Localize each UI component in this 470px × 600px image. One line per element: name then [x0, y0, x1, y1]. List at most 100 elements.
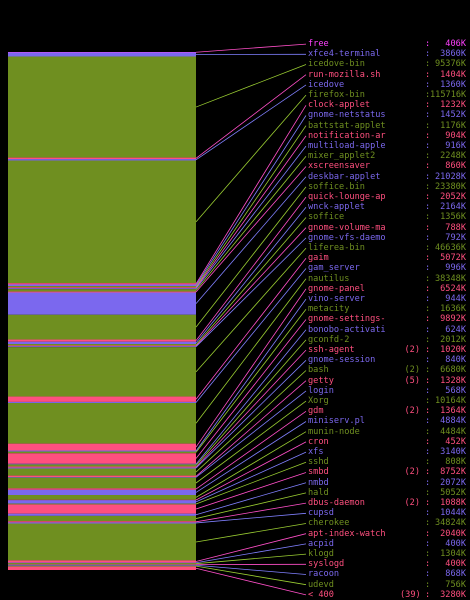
- process-row: metacity:1636K: [0, 304, 470, 314]
- process-name: liferea-bin: [308, 243, 365, 253]
- bar-segment: [8, 341, 196, 345]
- process-memory: 1232K: [440, 100, 466, 111]
- separator-colon: :: [425, 487, 431, 498]
- process-name: gnome-panel: [308, 283, 365, 294]
- bar-segment: [8, 159, 196, 161]
- leader-line: [195, 298, 307, 452]
- process-memory: 1364K: [440, 406, 466, 417]
- process-memory: 3280K: [440, 589, 466, 600]
- process-name: gnome-netstatus: [308, 110, 386, 121]
- process-name: quick-lounge-ap: [308, 192, 386, 202]
- process-row: munin-node:4484K: [0, 427, 470, 437]
- process-row: cron: 452K: [0, 437, 470, 447]
- process-memory: 1304K: [440, 549, 466, 559]
- bar-segment: [8, 499, 196, 501]
- process-row: liferea-bin:46636K: [0, 243, 470, 253]
- process-row: hald:5052K: [0, 488, 470, 498]
- process-row: dbus-daemon (2):1088K: [0, 498, 470, 508]
- separator-colon: :: [425, 569, 431, 580]
- process-memory: 944K: [445, 294, 466, 304]
- process-name: metacity: [308, 304, 350, 315]
- process-row: icedove:1360K: [0, 80, 470, 90]
- leader-line: [195, 288, 307, 448]
- process-row: udevd: 756K: [0, 580, 470, 590]
- process-name: racoon: [308, 569, 340, 580]
- separator-colon: :: [425, 314, 431, 325]
- process-row: notification-ar: 904K: [0, 131, 470, 141]
- leader-line: [195, 482, 307, 516]
- process-name: gnome-vfs-daemo: [308, 232, 386, 243]
- process-name: < 400: [308, 589, 334, 600]
- process-name: clock-applet: [308, 100, 371, 111]
- bar-segment: [8, 477, 196, 478]
- process-row: firefox-bin:115716K: [0, 90, 470, 100]
- separator-colon: :: [425, 253, 431, 264]
- bar-segment: [8, 523, 196, 561]
- process-name: icedove: [308, 79, 345, 90]
- separator-colon: :: [425, 385, 431, 396]
- leader-line: [195, 105, 307, 285]
- process-memory: 1356K: [440, 212, 466, 223]
- leader-line: [195, 207, 307, 344]
- process-row: gdm (2):1364K: [0, 406, 470, 416]
- leader-line: [195, 94, 307, 223]
- leader-line: [195, 258, 307, 400]
- leader-line: [195, 543, 307, 564]
- process-memory: 1360K: [440, 79, 466, 90]
- separator-colon: :: [425, 79, 431, 90]
- leader-line: [195, 533, 307, 562]
- process-memory: 23380K: [434, 181, 466, 192]
- process-row: gconfd-2:2012K: [0, 335, 470, 345]
- process-name: Xorg: [308, 396, 329, 406]
- bar-segment: [8, 157, 196, 160]
- bar-segment: [8, 468, 196, 476]
- bar-segment: [8, 52, 196, 53]
- separator-colon: :: [425, 324, 431, 335]
- process-row: miniserv.pl:4884K: [0, 416, 470, 426]
- separator-colon: :: [425, 549, 431, 559]
- process-name: munin-node: [308, 426, 360, 437]
- leader-line: [195, 410, 307, 490]
- process-name: gam_server: [308, 263, 360, 274]
- leader-line: [195, 186, 307, 328]
- bar-segment: [8, 401, 196, 403]
- bar-segment: [8, 347, 196, 397]
- process-row: syslogd: 400K: [0, 559, 470, 569]
- leader-line: [195, 502, 307, 523]
- bar-segment: [8, 500, 196, 504]
- process-memory: 3860K: [440, 49, 466, 60]
- process-name: udevd: [308, 579, 334, 590]
- process-memory: 756K: [445, 579, 466, 590]
- process-name: soffice.bin: [308, 181, 365, 192]
- separator-colon: :: [425, 171, 431, 182]
- process-row: gnome-vfs-daemo: 792K: [0, 233, 470, 243]
- bar-segment: [8, 477, 196, 489]
- separator-colon: :: [425, 263, 431, 274]
- process-row: nmbd:2072K: [0, 478, 470, 488]
- leader-line: [195, 461, 307, 505]
- process-row: quick-lounge-ap:2052K: [0, 192, 470, 202]
- process-row: < 400 (39):3280K: [0, 590, 470, 600]
- bar-segment: [8, 292, 196, 315]
- process-name: gnome-settings-: [308, 314, 386, 325]
- process-name: hald: [308, 487, 329, 498]
- leader-line: [195, 156, 307, 291]
- process-name: sshd: [308, 457, 329, 468]
- bar-segment: [8, 565, 196, 567]
- leader-line: [195, 567, 307, 596]
- bar-segment: [8, 339, 196, 342]
- bar-segment: [8, 344, 196, 346]
- separator-colon: :: [425, 59, 431, 70]
- process-row: gnome-session: 840K: [0, 355, 470, 365]
- process-memory: 624K: [445, 324, 466, 335]
- process-memory: 1020K: [440, 345, 466, 355]
- process-name: smbd: [308, 467, 329, 478]
- process-memory: 3140K: [440, 447, 466, 457]
- process-name: icedove-bin: [308, 59, 365, 70]
- process-memory: 2072K: [440, 477, 466, 488]
- bar-segment: [8, 287, 196, 289]
- separator-colon: :: [425, 538, 431, 549]
- process-name: nautilus: [308, 273, 350, 284]
- process-name: gaim: [308, 253, 329, 264]
- bar-segment: [8, 488, 196, 490]
